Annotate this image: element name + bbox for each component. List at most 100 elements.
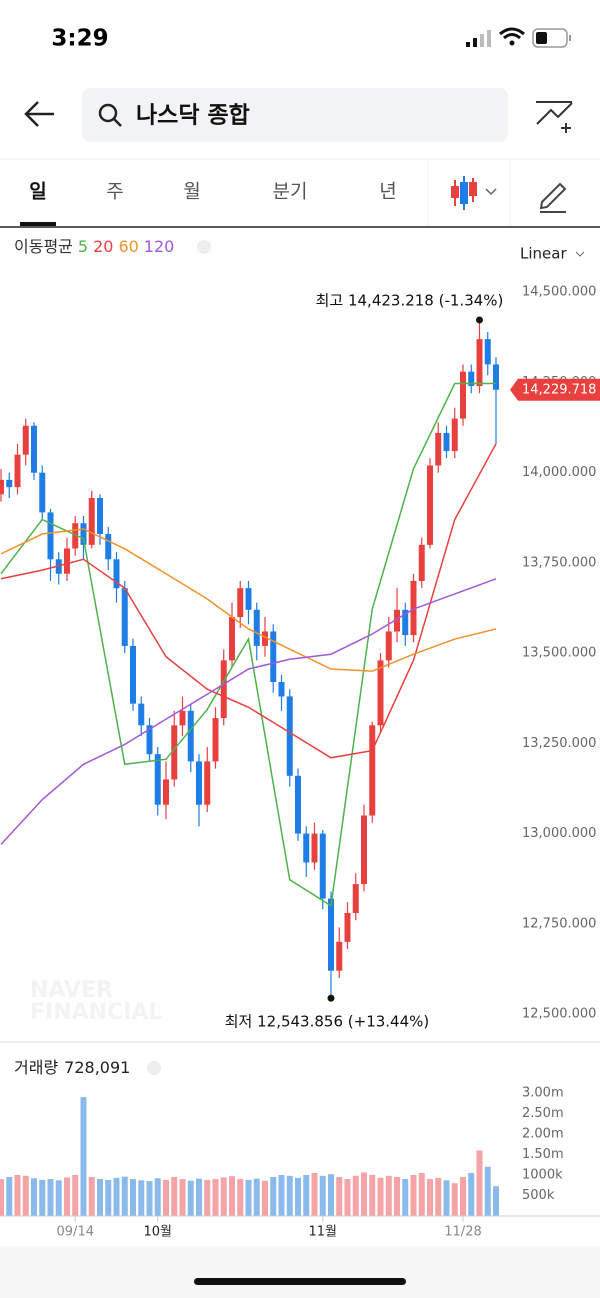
volume-bar <box>460 1177 466 1216</box>
candle-body <box>138 703 145 726</box>
volume-bar <box>377 1177 384 1216</box>
ma-line <box>0 443 497 759</box>
ma-legend-entry: 5 <box>78 237 88 256</box>
period-tab[interactable]: 주 <box>106 181 123 203</box>
candle-body <box>72 523 79 549</box>
candle-body <box>303 833 310 863</box>
volume-bar <box>303 1174 310 1216</box>
period-tab[interactable]: 분기 <box>273 181 308 203</box>
candle-body <box>493 364 499 390</box>
candle-body <box>80 523 87 545</box>
candle-body <box>253 609 260 646</box>
low-marker <box>327 994 335 1002</box>
candle-body <box>0 479 4 495</box>
volume-tick-label: 3.00m <box>522 1085 564 1100</box>
home-indicator <box>194 1278 406 1285</box>
watermark: FINANCIAL <box>30 1000 162 1025</box>
y-tick-label: 14,000.000 <box>522 465 596 480</box>
candle-body <box>484 339 491 365</box>
volume-bar <box>229 1176 235 1216</box>
candle-body <box>204 761 211 805</box>
volume-bar <box>55 1180 62 1216</box>
search-text: 나스닥 종합 <box>136 103 250 129</box>
ma-legend: 이동평균 5 20 60 120 <box>14 237 174 256</box>
volume-bar <box>22 1175 29 1216</box>
volume-bar <box>328 1174 334 1216</box>
low-annotation: 최저 12,543.856 (+13.44%) <box>225 1013 430 1031</box>
ma-line <box>0 528 497 672</box>
candle-body <box>451 418 458 452</box>
candle-body <box>352 884 359 913</box>
volume-bar <box>204 1179 211 1216</box>
candle-body <box>31 425 37 473</box>
volume-bar <box>262 1180 268 1216</box>
candle-body <box>476 339 483 387</box>
ma-line <box>0 382 496 908</box>
candle-body <box>105 534 112 560</box>
volume-bar <box>80 1097 87 1216</box>
volume-bar <box>121 1176 128 1216</box>
volume-bar <box>270 1177 277 1216</box>
ma-legend-entry: 60 <box>118 237 138 256</box>
candle-body <box>39 472 46 513</box>
volume-bar <box>154 1178 161 1216</box>
chart-type-button[interactable] <box>451 176 497 210</box>
candle-body <box>336 941 343 971</box>
candle-body <box>328 898 334 971</box>
candle-body <box>113 559 120 589</box>
candle-body <box>130 645 136 704</box>
volume-bar <box>0 1179 4 1216</box>
volume-bar <box>468 1172 475 1216</box>
volume-bar <box>443 1180 450 1216</box>
period-tab[interactable]: 일 <box>29 181 46 203</box>
candle-body <box>369 725 376 816</box>
volume-bar <box>212 1179 219 1216</box>
candle-body <box>295 775 301 834</box>
scale-selector[interactable]: Linear <box>520 245 567 263</box>
volume-bar <box>476 1150 483 1216</box>
candle-body <box>278 681 285 697</box>
y-tick-label: 13,500.000 <box>522 646 596 661</box>
candle-body <box>245 588 252 610</box>
volume-bar <box>6 1177 13 1216</box>
volume-bar <box>14 1174 21 1216</box>
draw-button[interactable] <box>539 182 567 213</box>
volume-bar <box>319 1175 326 1216</box>
search-box[interactable] <box>82 88 508 142</box>
candle-body <box>460 371 466 419</box>
candle-body <box>179 710 186 726</box>
y-tick-label: 12,750.000 <box>522 916 596 931</box>
status-icons <box>466 27 571 48</box>
volume-tick-label: 1.50m <box>522 1147 564 1162</box>
candle-body <box>443 432 450 452</box>
period-tab[interactable]: 월 <box>183 181 200 203</box>
candle-body <box>319 833 326 899</box>
period-tab[interactable]: 년 <box>379 181 396 203</box>
candle-body <box>402 609 409 636</box>
candle-body <box>220 660 227 719</box>
candle-body <box>14 454 21 488</box>
compare-button[interactable] <box>536 102 573 125</box>
watermark: NAVER <box>30 978 113 1003</box>
candle-body <box>237 588 244 618</box>
volume-bar <box>435 1177 442 1216</box>
candle-body <box>418 544 425 581</box>
candle-body <box>435 432 442 466</box>
volume-legend: 거래량 728,091 <box>14 1058 130 1077</box>
candle-body <box>187 710 194 762</box>
period-tabs: 일 주 월 분기 년 <box>29 181 396 203</box>
x-tick-label: 11/28 <box>444 1225 481 1240</box>
volume-bar <box>451 1183 458 1216</box>
back-button[interactable] <box>24 101 54 127</box>
volume-bar <box>179 1179 186 1216</box>
x-tick-label: 11월 <box>308 1225 337 1240</box>
candle-body <box>468 371 475 387</box>
volume-tick-label: 1000k <box>522 1167 563 1182</box>
high-annotation: 최고 14,423.218 (-1.34%) <box>316 291 504 309</box>
volume-tick-label: 2.00m <box>522 1126 564 1141</box>
volume-bar <box>72 1174 79 1216</box>
ma-line <box>0 578 497 845</box>
x-tick-label: 09/14 <box>57 1225 94 1240</box>
